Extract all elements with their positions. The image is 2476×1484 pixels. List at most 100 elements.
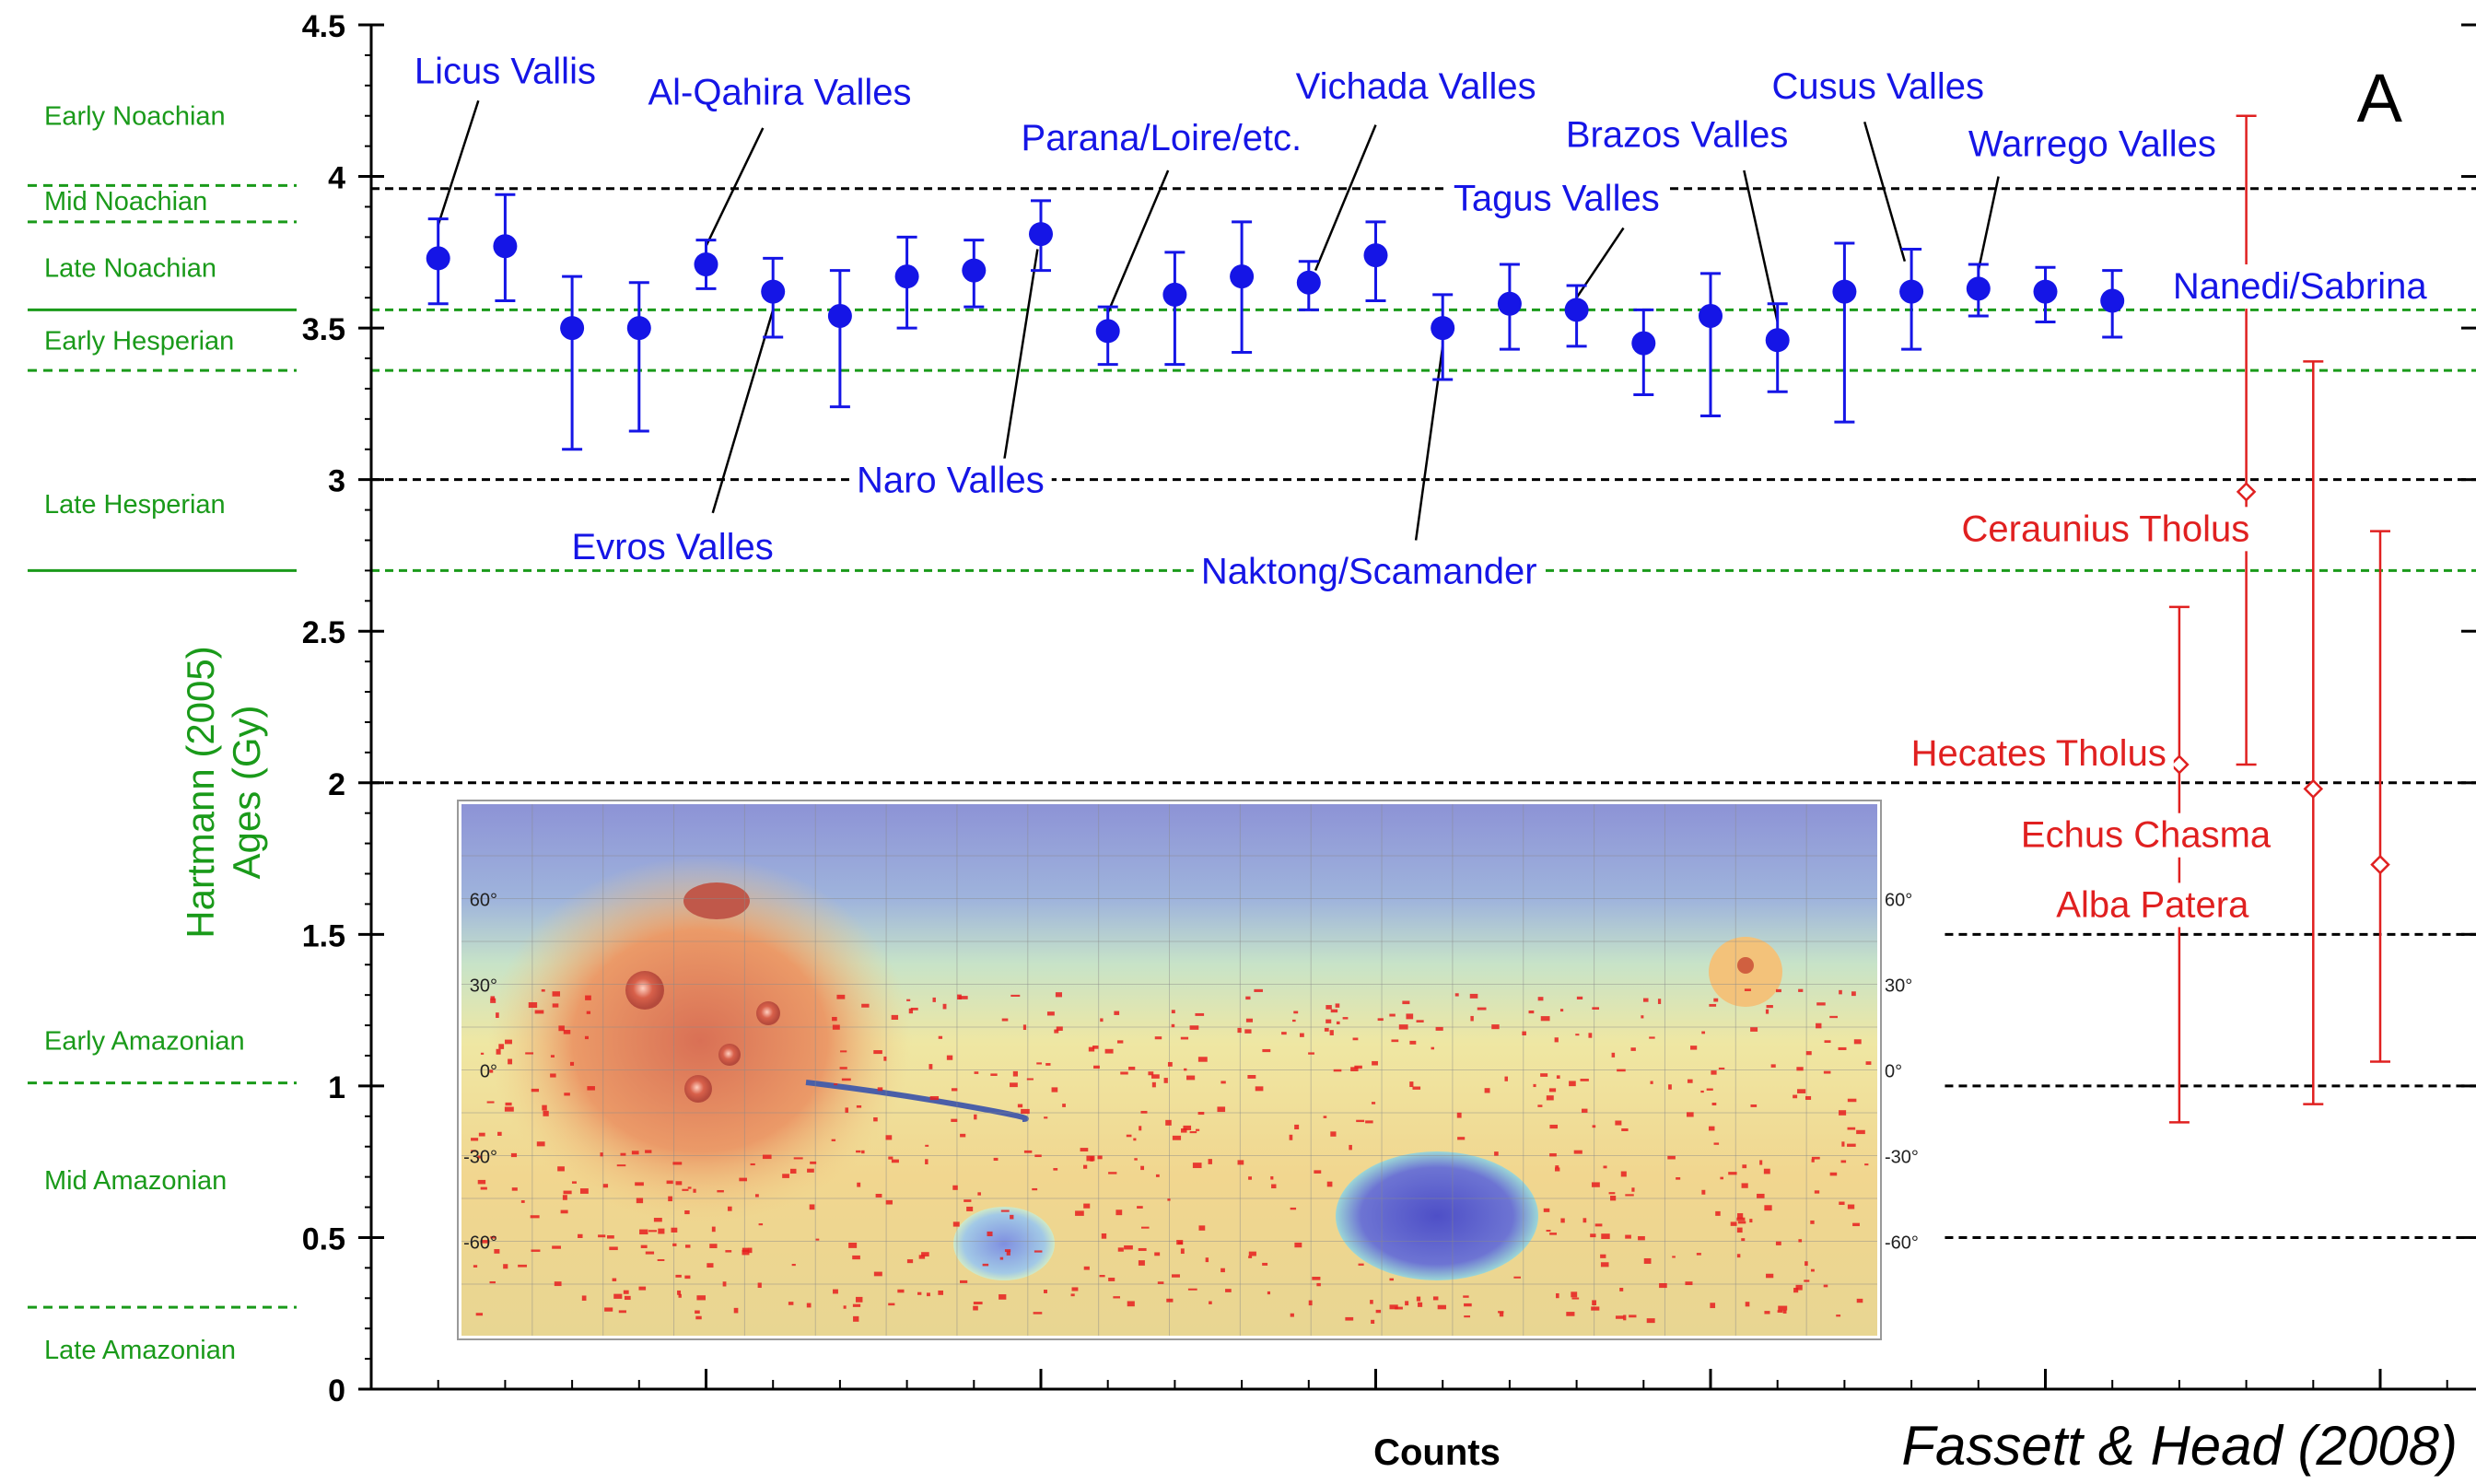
map-valley-mark-93 <box>888 1303 895 1306</box>
map-valley-mark-313 <box>1163 1078 1168 1083</box>
map-valley-mark-288 <box>1763 1168 1770 1174</box>
map-valley-mark-507 <box>1157 1281 1164 1284</box>
y-axis-title-line1: Hartmann (2005) <box>179 646 222 938</box>
annotation-leader-5 <box>1863 121 1907 263</box>
map-valley-mark-564 <box>1477 1007 1487 1011</box>
map-valley-mark-629 <box>552 991 561 997</box>
map-valley-mark-311 <box>1559 1009 1564 1012</box>
map-valley-mark-244 <box>852 1255 860 1260</box>
map-valley-mark-271 <box>1701 1031 1706 1034</box>
map-valley-mark-43 <box>511 1187 518 1191</box>
map-valley-mark-448 <box>1133 1138 1137 1141</box>
map-valley-mark-526 <box>1335 1003 1340 1008</box>
map-valley-mark-95 <box>489 1069 494 1073</box>
map-valley-mark-478 <box>1696 1253 1701 1256</box>
map-valley-mark-146 <box>602 1184 609 1188</box>
map-valley-mark-21 <box>1766 1273 1774 1279</box>
map-valley-mark-559 <box>926 1292 930 1297</box>
map-valley-mark-605 <box>891 1014 899 1020</box>
map-valley-mark-441 <box>891 1159 899 1163</box>
map-valley-mark-409 <box>1556 1075 1560 1079</box>
map-valley-mark-234 <box>960 1280 968 1283</box>
map-valley-mark-119 <box>475 1313 484 1316</box>
map-valley-mark-404 <box>1685 1281 1693 1286</box>
map-valley-mark-133 <box>1412 1086 1421 1090</box>
map-valley-mark-593 <box>1838 1046 1847 1050</box>
map-valley-mark-634 <box>973 1302 983 1305</box>
map-lat-right-0: 60° <box>1885 891 1912 911</box>
map-valley-mark-504 <box>958 996 968 999</box>
data-series <box>426 114 2390 1124</box>
map-valley-mark-304 <box>550 1055 555 1057</box>
map-valley-mark-458 <box>678 1293 682 1298</box>
map-lat-left-2: 0° <box>480 1062 497 1082</box>
map-valley-mark-212 <box>1435 1026 1443 1031</box>
map-valley-mark-185 <box>609 1246 618 1251</box>
map-valley-mark-336 <box>684 1209 690 1215</box>
map-valley-mark-456 <box>1546 1095 1554 1101</box>
map-valley-mark-326 <box>1700 1090 1704 1093</box>
map-valley-mark-473 <box>841 1078 851 1081</box>
map-valley-mark-160 <box>1600 1254 1606 1258</box>
map-valley-mark-50 <box>1829 1172 1838 1176</box>
map-valley-mark-78 <box>999 1294 1007 1300</box>
map-valley-mark-505 <box>1623 1315 1627 1321</box>
map-valley-mark-58 <box>897 1289 905 1293</box>
map-valley-mark-103 <box>1120 1071 1128 1075</box>
series0-point-23 <box>1966 276 1991 301</box>
map-valley-mark-401 <box>1865 1061 1872 1065</box>
map-valley-mark-55 <box>750 1163 755 1166</box>
series1-point-2 <box>2303 778 2324 800</box>
map-valley-mark-594 <box>938 1035 943 1039</box>
map-valley-mark-330 <box>631 1151 639 1155</box>
series1-point-1 <box>2236 482 2257 502</box>
map-valley-mark-641 <box>888 1156 893 1160</box>
map-valley-networks <box>471 988 1872 1324</box>
map-valley-mark-106 <box>1560 1218 1565 1223</box>
map-valley-mark-308 <box>1611 1052 1616 1057</box>
map-valley-mark-459 <box>1590 1233 1596 1238</box>
map-valley-mark-490 <box>562 1195 567 1200</box>
map-valley-mark-126 <box>1324 1027 1329 1032</box>
map-valley-mark-412 <box>809 1204 815 1210</box>
map-valley-mark-224 <box>733 1307 739 1314</box>
map-valley-mark-486 <box>725 1250 732 1253</box>
map-valley-mark-277 <box>1124 1244 1133 1250</box>
map-valley-mark-12 <box>1128 1066 1136 1070</box>
annotation-leader-6 <box>1977 176 2000 271</box>
map-valley-mark-429 <box>1010 1214 1014 1220</box>
map-valley-mark-253 <box>1775 1241 1781 1245</box>
map-olympus-mons <box>625 971 664 1010</box>
annotation-label-0: Licus Vallis <box>415 51 596 91</box>
map-valley-mark-328 <box>833 1289 838 1294</box>
map-valley-mark-460 <box>477 1155 483 1159</box>
map-arsia-mons <box>684 1075 712 1103</box>
map-valley-mark-17 <box>1805 1095 1812 1100</box>
map-valley-mark-110 <box>510 1152 518 1158</box>
map-valley-mark-538 <box>1165 1119 1172 1126</box>
map-valley-mark-231 <box>1657 999 1662 1004</box>
map-valley-mark-115 <box>1006 1250 1010 1256</box>
map-valley-mark-550 <box>873 1116 878 1122</box>
map-valley-mark-275 <box>1140 1110 1148 1114</box>
map-valley-mark-388 <box>1498 1311 1504 1314</box>
map-valley-mark-506 <box>1591 1182 1600 1187</box>
map-valley-mark-256 <box>707 1263 714 1268</box>
map-valley-mark-374 <box>1777 1310 1783 1313</box>
map-valley-mark-587 <box>1034 1250 1043 1253</box>
map-valley-mark-385 <box>531 1088 540 1093</box>
annotation-leader-10 <box>1002 249 1039 462</box>
map-valley-mark-206 <box>1187 1288 1197 1291</box>
map-valley-mark-437 <box>758 1223 764 1226</box>
annotation-leader-7 <box>1575 227 1625 298</box>
map-valley-mark-628 <box>1610 1196 1617 1201</box>
map-valley-mark-98 <box>584 1035 589 1040</box>
map-valley-mark-433 <box>1810 1220 1815 1224</box>
map-valley-mark-3 <box>1389 1013 1396 1017</box>
map-valley-mark-567 <box>1314 1170 1322 1174</box>
map-valley-mark-372 <box>1581 1108 1588 1113</box>
map-valley-mark-47 <box>1708 1126 1715 1131</box>
series0-point-9 <box>1029 222 1053 247</box>
map-valley-mark-332 <box>960 1133 966 1138</box>
